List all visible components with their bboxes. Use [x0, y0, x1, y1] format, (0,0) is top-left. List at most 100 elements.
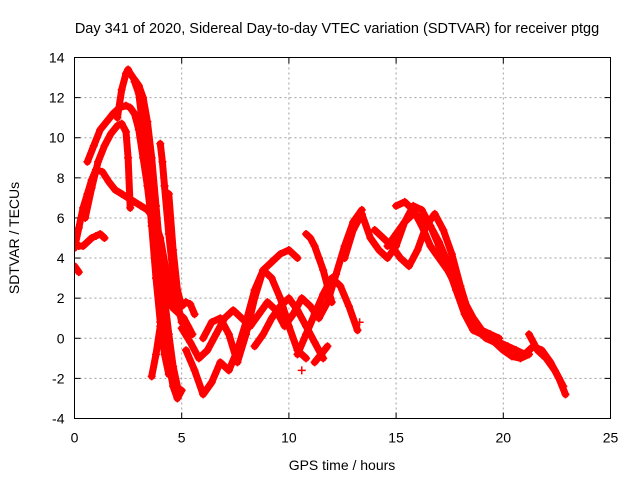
series-arc-2 — [74, 229, 109, 251]
data-point — [199, 390, 208, 399]
data-point — [212, 330, 221, 339]
data-point — [79, 242, 88, 251]
series-arc-24 — [297, 366, 306, 375]
data-point — [327, 274, 336, 283]
data-point — [83, 157, 92, 166]
series-arc-3 — [74, 262, 83, 277]
data-point — [224, 330, 233, 339]
data-point — [242, 330, 251, 339]
data-point — [111, 185, 120, 194]
data-point — [81, 213, 90, 222]
data-point — [216, 358, 225, 367]
data-point — [293, 254, 302, 263]
data-point — [181, 298, 190, 307]
data-point — [89, 141, 98, 150]
data-point — [130, 109, 139, 118]
data-point — [512, 346, 521, 355]
data-point — [559, 382, 568, 391]
data-point — [147, 221, 156, 230]
x-tick-label: 0 — [71, 430, 79, 446]
data-point — [186, 300, 195, 309]
data-point — [392, 229, 401, 238]
data-point — [160, 350, 169, 359]
data-point — [357, 209, 366, 218]
x-tick-label: 10 — [281, 430, 297, 446]
data-point — [477, 326, 486, 335]
data-point — [207, 318, 216, 327]
data-point — [199, 334, 208, 343]
data-point — [284, 246, 293, 255]
data-point — [184, 322, 193, 331]
plot-frame — [74, 57, 611, 419]
data-point — [409, 205, 418, 214]
data-point — [188, 330, 197, 339]
data-point — [383, 254, 392, 263]
data-point — [186, 338, 195, 347]
data-point — [91, 231, 100, 240]
data-point — [434, 254, 443, 263]
data-point — [561, 390, 570, 399]
data-point — [143, 173, 152, 182]
data-point — [327, 298, 336, 307]
data-point — [319, 266, 328, 275]
data-point — [293, 350, 302, 359]
data-point — [366, 234, 375, 242]
data-point — [520, 350, 529, 359]
data-point — [74, 238, 79, 247]
data-point — [160, 306, 169, 315]
data-point — [102, 117, 111, 126]
series-arc-10 — [164, 189, 199, 319]
data-point — [151, 350, 160, 359]
data-point — [126, 203, 135, 212]
data-point — [250, 342, 259, 351]
data-point — [443, 266, 452, 275]
data-point — [136, 201, 145, 210]
data-point — [297, 294, 306, 303]
data-point — [229, 306, 238, 315]
series-arc-7 — [130, 77, 173, 379]
data-point — [323, 342, 332, 351]
data-point — [100, 234, 109, 242]
data-point — [452, 282, 461, 291]
x-tick-label: 25 — [603, 430, 619, 446]
data-point — [374, 246, 383, 255]
data-point — [259, 330, 268, 339]
series-points — [74, 262, 83, 277]
y-axis-title: SDTVAR / TECUs — [6, 182, 22, 294]
data-point — [104, 177, 113, 186]
series-points — [293, 274, 362, 359]
data-point — [254, 310, 263, 319]
data-point — [353, 326, 362, 335]
y-tick-label: 6 — [57, 210, 65, 226]
series-points — [199, 246, 302, 367]
data-point — [310, 242, 319, 251]
data-point — [173, 382, 182, 391]
data-point — [302, 354, 311, 363]
data-point — [117, 85, 126, 94]
series-trace — [81, 120, 134, 222]
series-points — [164, 189, 199, 319]
data-point — [306, 302, 315, 311]
data-point — [426, 221, 435, 230]
data-point — [100, 141, 109, 150]
data-point — [306, 234, 315, 242]
data-point — [106, 129, 115, 138]
data-point — [263, 298, 272, 307]
data-point — [94, 157, 103, 166]
data-point — [344, 302, 353, 311]
data-point — [121, 101, 130, 110]
data-point — [160, 181, 169, 190]
y-tick-label: -2 — [52, 370, 65, 386]
y-tick-label: -4 — [52, 411, 65, 427]
data-point — [383, 242, 392, 251]
data-point — [460, 298, 469, 307]
data-point — [293, 306, 302, 315]
data-point — [503, 342, 512, 351]
data-point — [173, 394, 182, 403]
data-point — [323, 282, 332, 291]
data-point — [317, 350, 326, 359]
data-point — [158, 157, 167, 166]
y-tick-label: 4 — [57, 250, 65, 266]
data-point — [156, 250, 165, 259]
series-trace — [302, 230, 336, 306]
